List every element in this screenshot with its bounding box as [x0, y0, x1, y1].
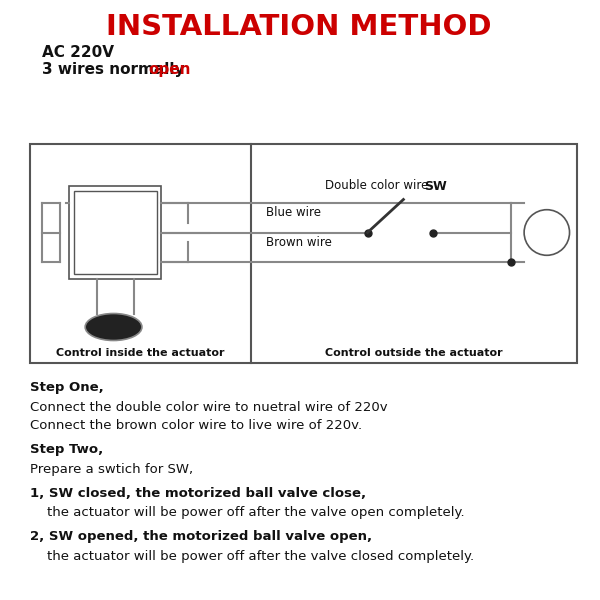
Text: L: L [544, 233, 550, 246]
Text: Step One,: Step One, [30, 381, 104, 394]
Text: Connect the brown color wire to live wire of 220v.: Connect the brown color wire to live wir… [30, 419, 362, 432]
Text: N: N [542, 219, 551, 232]
Text: 3 wires normally: 3 wires normally [42, 62, 190, 77]
Text: Brown wire: Brown wire [266, 236, 332, 249]
Text: Step Two,: Step Two, [30, 443, 103, 456]
Text: Control inside the actuator: Control inside the actuator [56, 348, 224, 358]
Text: 2, SW opened, the motorized ball valve open,: 2, SW opened, the motorized ball valve o… [30, 530, 372, 544]
Text: Control: Control [92, 220, 138, 230]
Circle shape [524, 209, 569, 256]
Text: the actuator will be power off after the valve open completely.: the actuator will be power off after the… [30, 506, 464, 520]
Text: open: open [149, 62, 191, 77]
Text: AC 220V: AC 220V [42, 45, 114, 60]
Bar [74, 191, 157, 274]
Bar [30, 144, 577, 363]
Text: Connect the double color wire to nuetral wire of 220v: Connect the double color wire to nuetral… [30, 401, 388, 414]
Text: Prepare a swtich for SW,: Prepare a swtich for SW, [30, 463, 193, 476]
Bar [69, 186, 161, 279]
Text: the actuator will be power off after the valve closed completely.: the actuator will be power off after the… [30, 550, 474, 563]
Text: Double color wire: Double color wire [325, 179, 428, 192]
Text: Control outside the actuator: Control outside the actuator [325, 348, 503, 358]
Text: 1, SW closed, the motorized ball valve close,: 1, SW closed, the motorized ball valve c… [30, 487, 366, 500]
Text: Motor: Motor [98, 323, 128, 331]
Text: INSTALLATION METHOD: INSTALLATION METHOD [106, 13, 491, 41]
Text: Blue wire: Blue wire [266, 206, 321, 219]
Text: SW: SW [424, 181, 447, 193]
Text: circuit: circuit [95, 235, 135, 245]
Ellipse shape [85, 313, 142, 340]
